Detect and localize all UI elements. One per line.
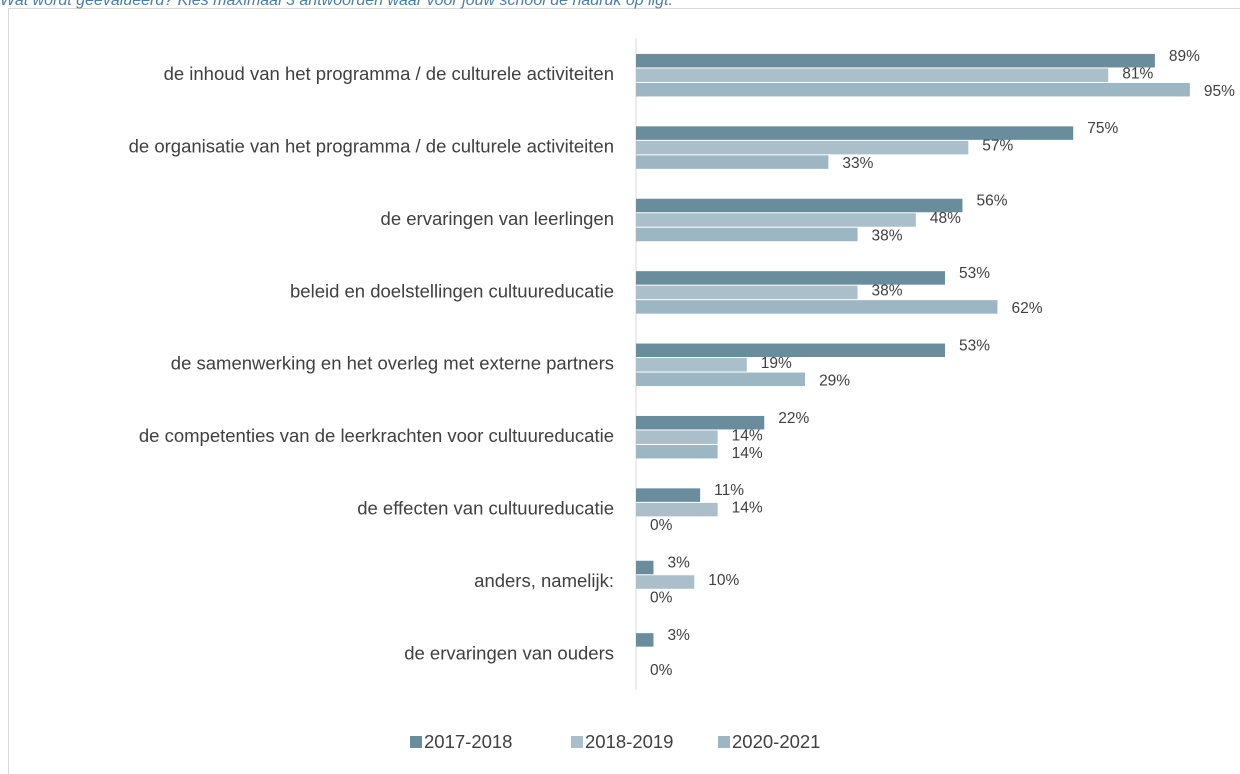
bar xyxy=(636,502,718,517)
bar xyxy=(636,140,969,155)
value-label: 38% xyxy=(872,228,903,245)
value-label: 62% xyxy=(1011,300,1042,317)
bar xyxy=(636,198,963,213)
bar xyxy=(636,560,654,575)
category-label: de effecten van cultuureducatie xyxy=(357,497,614,518)
category-label: de competenties van de leerkrachten voor… xyxy=(139,425,614,446)
bar xyxy=(636,575,695,589)
value-label: 29% xyxy=(819,372,850,389)
bar xyxy=(636,285,858,300)
bar xyxy=(636,633,654,647)
category-label: de ervaringen van ouders xyxy=(404,642,614,663)
category-label: beleid en doelstellingen cultuureducatie xyxy=(290,280,614,301)
legend-label: 2017-2018 xyxy=(424,731,512,752)
bar xyxy=(636,213,916,227)
value-label: 10% xyxy=(708,572,739,589)
value-label: 3% xyxy=(667,627,690,644)
value-label: 33% xyxy=(842,155,873,172)
bar xyxy=(636,271,945,285)
value-label: 22% xyxy=(778,410,809,427)
value-label: 3% xyxy=(667,555,690,572)
value-label: 0% xyxy=(650,662,673,679)
bar xyxy=(636,372,806,387)
value-label: 14% xyxy=(732,445,763,462)
value-label: 19% xyxy=(761,355,792,372)
legend-swatch xyxy=(718,736,730,748)
legend-label: 2018-2019 xyxy=(585,731,673,752)
chart-frame xyxy=(8,8,1240,774)
bar xyxy=(636,155,829,169)
category-label: anders, namelijk: xyxy=(474,570,614,591)
legend-swatch xyxy=(410,736,422,748)
value-label: 38% xyxy=(872,282,903,299)
bar xyxy=(636,358,747,372)
chart-title: Wat wordt geëvalueerd? Kies maximaal 3 a… xyxy=(0,0,673,9)
bar xyxy=(636,126,1074,140)
value-label: 14% xyxy=(732,427,763,444)
category-label: de samenwerking en het overleg met exter… xyxy=(171,353,614,374)
value-label: 89% xyxy=(1169,48,1200,65)
value-label: 14% xyxy=(732,500,763,517)
legend-swatch xyxy=(571,736,583,748)
value-label: 53% xyxy=(959,337,990,354)
value-label: 57% xyxy=(982,138,1013,155)
value-label: 11% xyxy=(714,482,744,499)
bar xyxy=(636,68,1109,82)
bar xyxy=(636,227,858,242)
value-label: 0% xyxy=(650,590,673,607)
bar xyxy=(636,82,1190,97)
value-label: 0% xyxy=(650,517,673,534)
bar xyxy=(636,300,998,314)
value-label: 81% xyxy=(1122,65,1153,82)
value-label: 56% xyxy=(976,193,1007,210)
value-label: 48% xyxy=(930,210,961,227)
bar xyxy=(636,444,718,459)
bar xyxy=(636,415,765,430)
category-label: de organisatie van het programma / de cu… xyxy=(129,135,614,156)
value-label: 53% xyxy=(959,265,990,282)
bar xyxy=(636,343,945,358)
category-label: de ervaringen van leerlingen xyxy=(381,208,614,229)
category-label: de inhoud van het programma / de culture… xyxy=(164,63,614,84)
bar xyxy=(636,53,1155,68)
bar xyxy=(636,488,701,502)
value-label: 75% xyxy=(1087,120,1118,137)
bar xyxy=(636,430,718,444)
value-label: 95% xyxy=(1204,83,1235,100)
legend-label: 2020-2021 xyxy=(732,731,820,752)
